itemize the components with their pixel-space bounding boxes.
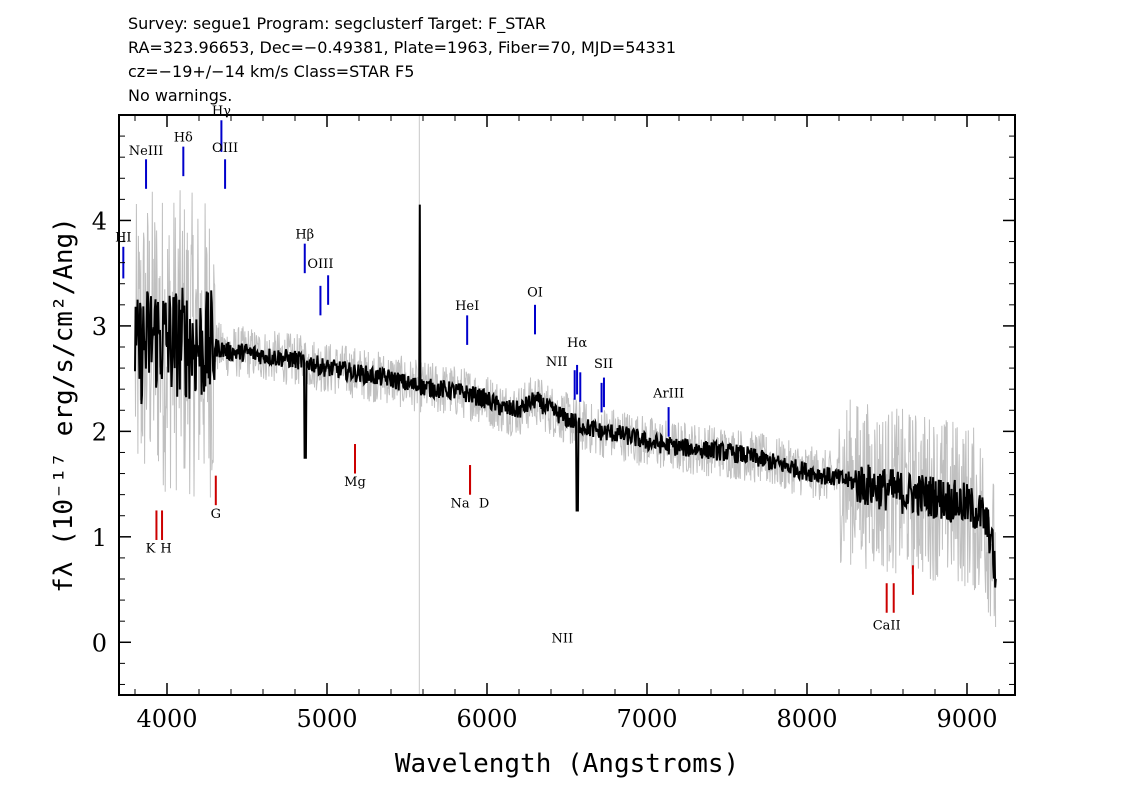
absorption-line-label: Mg xyxy=(344,475,366,490)
absorption-line-label: Na xyxy=(450,496,469,511)
redshift-class-line: cz=−19+/−14 km/s Class=STAR F5 xyxy=(128,62,415,81)
x-tick-label: 5000 xyxy=(296,705,357,733)
emission-line-label: Hγ xyxy=(212,104,231,119)
y-axis-title: fλ (10⁻¹⁷ erg/s/cm²/Ang) xyxy=(49,217,79,593)
y-tick-label: 3 xyxy=(92,313,107,341)
emission-line-label: ArIII xyxy=(652,387,684,402)
error-band xyxy=(134,190,997,628)
emission-line-label: Hβ xyxy=(295,227,314,242)
emission-line-label: Hδ xyxy=(174,130,193,145)
x-tick-label: 9000 xyxy=(936,705,997,733)
emission-line-label: HeI xyxy=(455,299,479,314)
absorption-line-label: CaII xyxy=(873,619,901,634)
absorption-line-label: G xyxy=(211,507,221,522)
x-tick-label: 8000 xyxy=(776,705,837,733)
absorption-line-label: H xyxy=(160,542,171,557)
emission-line-label: OIII xyxy=(307,257,333,272)
coordinates-line: RA=323.96653, Dec=−0.49381, Plate=1963, … xyxy=(128,38,677,57)
warnings-line: No warnings. xyxy=(128,86,233,105)
error-band-layer xyxy=(134,115,997,695)
survey-line: Survey: segue1 Program: segclusterf Targ… xyxy=(128,14,546,33)
y-tick-label: 4 xyxy=(92,207,107,235)
y-tick-label: 0 xyxy=(92,629,107,657)
y-tick-label: 2 xyxy=(92,418,107,446)
axis-ticks-layer: 4000 5000 6000 7000 8000 9000 0 1 2 3 4 xyxy=(92,115,1015,733)
emission-line-label: NeIII xyxy=(129,144,163,159)
flux-line xyxy=(134,204,997,588)
x-axis-title: Wavelength (Angstroms) xyxy=(395,749,739,779)
y-tick-label: 1 xyxy=(92,524,107,552)
x-tick-label: 7000 xyxy=(616,705,677,733)
x-tick-label: 6000 xyxy=(456,705,517,733)
absorption-line-label: K xyxy=(146,542,156,557)
plot-frame xyxy=(118,114,1016,696)
emission-line-label: OI xyxy=(527,285,543,300)
emission-line-label: SII xyxy=(594,357,613,372)
emission-line-label: NII xyxy=(551,631,573,646)
spectral-lines-layer: HⅠ NeIII Hδ Hγ OIII Hβ OIII HeI OI NII Hα NII SII ArI… xyxy=(115,104,914,646)
absorption-line-label: D xyxy=(479,496,489,511)
data-layer xyxy=(134,204,997,588)
emission-line-label: Hα xyxy=(567,336,587,351)
emission-line-label: NII xyxy=(546,355,568,370)
emission-line-label: HⅠ xyxy=(115,231,131,246)
emission-line-label: OIII xyxy=(212,141,238,156)
spectrum-header: Survey: segue1 Program: segclusterf Targ… xyxy=(128,12,676,108)
x-tick-label: 4000 xyxy=(136,705,197,733)
